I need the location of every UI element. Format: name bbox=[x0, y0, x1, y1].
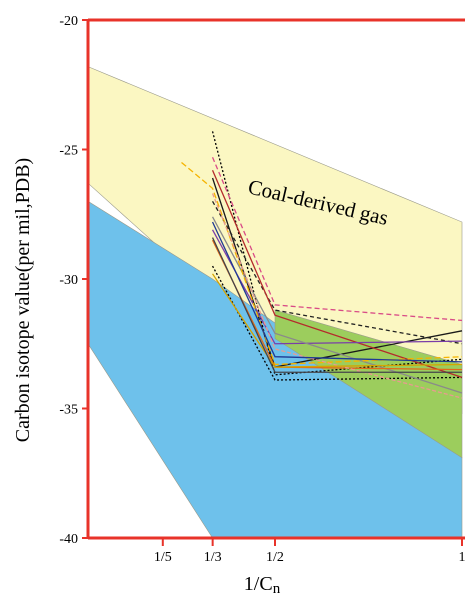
x-tick-label: 1/5 bbox=[154, 550, 172, 565]
x-axis-title-sub: n bbox=[273, 581, 281, 597]
x-tick-label: 1/3 bbox=[204, 550, 222, 565]
chart-regions bbox=[88, 67, 462, 538]
x-tick-label: 1 bbox=[459, 550, 465, 565]
y-tick-label: -35 bbox=[59, 403, 78, 418]
x-axis-title: 1/Cn bbox=[244, 573, 281, 597]
y-tick-label: -20 bbox=[59, 14, 78, 29]
x-tick-label: 1/2 bbox=[266, 550, 284, 565]
y-tick-label: -40 bbox=[59, 532, 78, 547]
y-tick-label: -25 bbox=[59, 144, 78, 159]
y-axis-title: Carbon isotope value(per mil,PDB) bbox=[12, 158, 34, 442]
x-axis-title-main: 1/C bbox=[244, 573, 273, 595]
y-tick-label: -30 bbox=[59, 273, 78, 288]
